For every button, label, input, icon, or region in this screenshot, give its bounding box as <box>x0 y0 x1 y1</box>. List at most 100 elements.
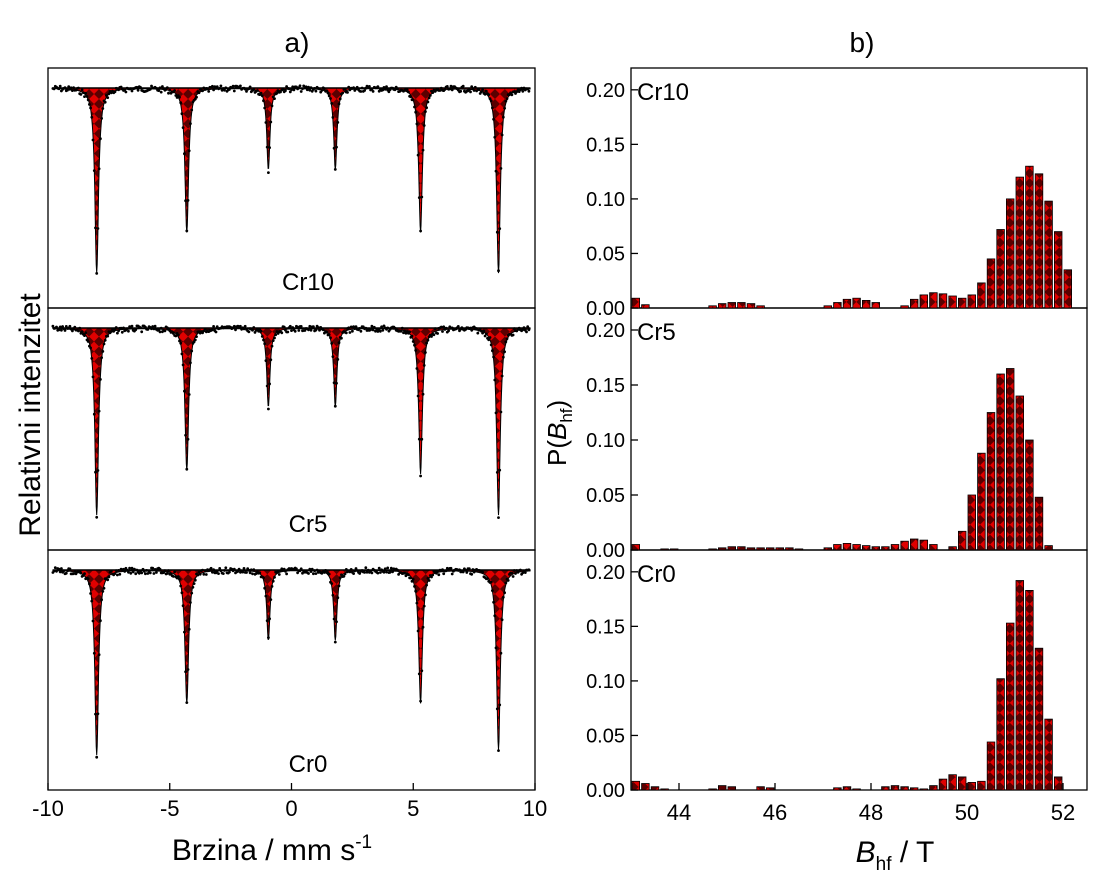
spectrum-point <box>492 355 495 359</box>
spectrum-point <box>315 568 319 572</box>
spectrum-point <box>307 572 310 575</box>
spectrum-point <box>236 570 240 573</box>
spectrum-point <box>488 97 492 100</box>
spectrum-point <box>191 585 195 589</box>
distribution-bar <box>871 302 880 309</box>
spectrum-point <box>168 88 172 92</box>
spectrum-point <box>411 340 415 343</box>
distribution-bar <box>737 546 746 551</box>
spectrum-point <box>58 325 62 329</box>
spectrum-point <box>383 567 387 571</box>
spectrum-point <box>107 92 111 96</box>
spectrum-point <box>483 92 487 96</box>
spectrum-point <box>376 85 380 88</box>
spectrum-point <box>503 591 506 595</box>
spectrum-point <box>290 88 293 92</box>
spectrum-point <box>332 146 336 150</box>
spectrum-point <box>519 568 522 572</box>
spectrum-point <box>389 566 393 570</box>
distribution-bar <box>977 282 986 309</box>
spectrum-point <box>432 333 436 337</box>
spectrum-point <box>512 569 516 572</box>
left-x-tick-label: 5 <box>407 796 419 821</box>
spectrum-point <box>57 567 61 571</box>
spectrum-point <box>417 437 421 441</box>
right-y-tick-label: 0.20 <box>586 80 625 102</box>
spectrum-point <box>449 566 453 570</box>
spectrum-point <box>263 586 267 590</box>
spectrum-point <box>259 329 263 333</box>
spectrum-point <box>273 575 276 579</box>
spectrum-point <box>336 358 340 361</box>
spectrum-point <box>53 566 57 570</box>
spectrum-point <box>152 572 156 575</box>
spectrum-point <box>333 168 337 171</box>
spectrum-point <box>448 87 452 91</box>
spectrum-point <box>105 94 108 97</box>
spectrum-point <box>193 338 197 342</box>
spectrum-point <box>209 566 213 570</box>
spectrum-point <box>263 342 267 346</box>
spectrum-point <box>176 575 180 579</box>
spectrum-point <box>503 106 506 110</box>
spectrum-point <box>181 363 185 367</box>
spectrum-point <box>282 567 286 571</box>
spectrum-point <box>425 106 428 110</box>
spectrum-point <box>150 327 153 331</box>
spectrum-point <box>491 349 494 353</box>
spectrum-point <box>52 569 56 573</box>
left-x-axis-label-main: Brzina / mm s <box>172 834 355 867</box>
spectrum-point <box>140 571 144 575</box>
right-x-axis-label: Bhf / T <box>856 836 935 872</box>
spectrum-point <box>500 618 504 622</box>
spectrum-point <box>400 326 404 330</box>
spectrum-point <box>308 88 312 92</box>
spectrum-point <box>232 89 236 93</box>
spectrum-point <box>114 326 118 329</box>
spectrum-point <box>228 88 231 91</box>
spectrum-point <box>249 568 253 572</box>
spectrum-point <box>248 571 252 575</box>
spectrum-point <box>117 88 120 92</box>
spectrum-point <box>331 355 335 358</box>
spectrum-point <box>114 569 118 572</box>
spectrum-point <box>527 328 531 332</box>
distribution-bar <box>871 546 880 551</box>
spectrum-point <box>351 329 354 333</box>
distribution-bar <box>718 785 727 791</box>
spectrum-point <box>527 568 531 572</box>
spectrum-point <box>421 148 425 152</box>
spectrum-point <box>369 328 372 332</box>
spectrum-point <box>152 327 156 331</box>
spectrum-point <box>245 571 248 574</box>
spectrum-point <box>275 91 279 95</box>
spectrum-point <box>336 596 340 600</box>
spectrum-point <box>416 394 420 398</box>
right-x-axis-label-rest: / T <box>892 836 935 869</box>
spectrum-point <box>71 329 74 333</box>
spectrum-point <box>88 582 91 586</box>
spectrum-point <box>130 566 134 570</box>
spectrum-point <box>291 326 295 329</box>
spectrum-point <box>343 572 347 576</box>
spectrum-point <box>245 90 248 93</box>
spectra-curves: Cr10 Cr5 Cr0 <box>51 84 531 778</box>
spectrum-point <box>471 568 475 571</box>
distribution-bar <box>670 548 679 551</box>
spectrum-point <box>212 325 216 328</box>
spectrum-point <box>83 572 86 576</box>
spectrum-point <box>129 87 133 91</box>
spectrum-point <box>231 84 235 88</box>
spectrum-point <box>206 87 209 90</box>
spectrum-point <box>196 573 200 577</box>
distribution-bar <box>1063 269 1072 309</box>
spectrum-point <box>325 330 329 334</box>
spectrum-point <box>91 619 95 623</box>
spectrum-point <box>364 566 368 570</box>
spectrum-point <box>323 571 326 574</box>
distribution-bar <box>1006 622 1015 791</box>
spectrum-point <box>92 651 96 655</box>
left-x-tick-label: 10 <box>523 796 547 821</box>
spectrum-point <box>140 330 144 334</box>
distribution-label-cr10: Cr10 <box>637 79 689 106</box>
